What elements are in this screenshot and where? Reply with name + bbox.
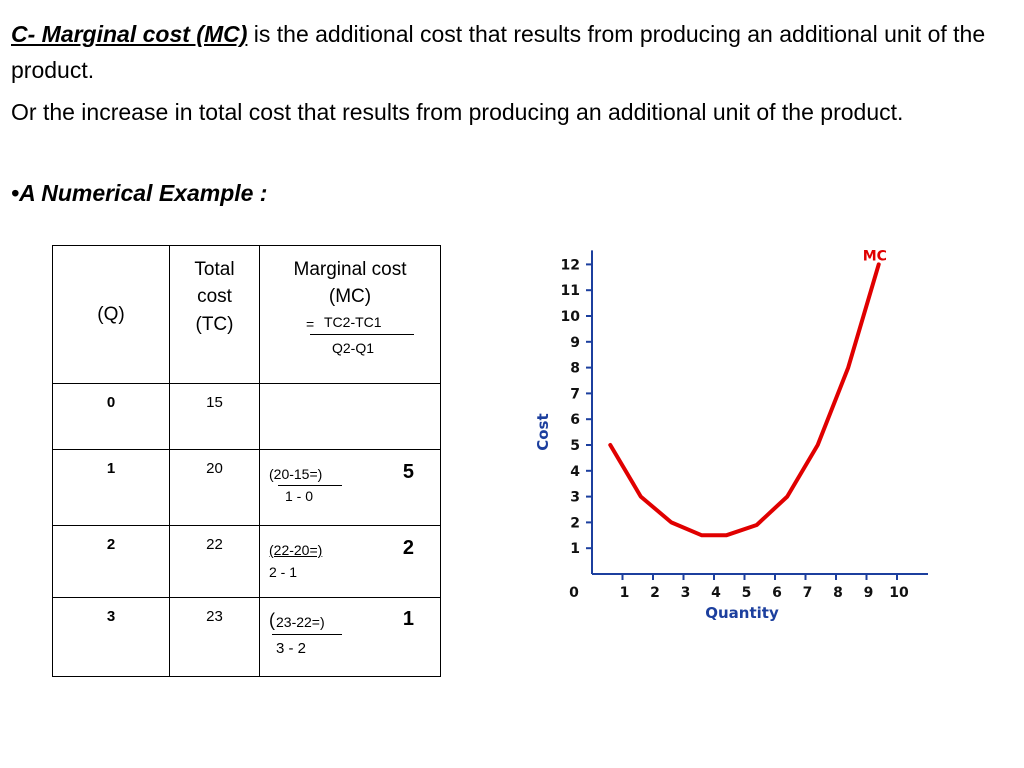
mc-curve <box>608 262 881 538</box>
y-tick-label: 1 <box>570 541 580 557</box>
mc-value: 2 <box>402 537 414 559</box>
x-tick-label: 5 <box>742 585 752 601</box>
x-tick-label: 8 <box>833 585 843 601</box>
y-tick-label: 3 <box>570 490 580 506</box>
chart-axes: Quantity Cost <box>534 250 928 622</box>
calc-numerator: (22-20=) <box>269 542 323 558</box>
x-tick-label: 9 <box>864 585 874 601</box>
table-row: 0 15 <box>52 383 441 450</box>
alternative-definition: Or the increase in total cost that resul… <box>11 99 904 125</box>
header-quantity: (Q) <box>52 245 170 384</box>
calc-denominator: 2 - 1 <box>269 564 298 580</box>
bullet-mark: • <box>11 180 20 206</box>
table-row: 3 23 ( 23-22=) 3 - 2 1 <box>52 597 441 677</box>
calc-open-paren: ( <box>269 610 275 630</box>
cell-marginal-cost: ( 23-22=) 3 - 2 1 <box>259 597 441 677</box>
cell-marginal-cost: (22-20=) 2 - 1 2 <box>259 525 441 598</box>
mc-formula: = TC2-TC1 Q2-Q1 <box>260 310 440 360</box>
calc-numerator: 23-22=) <box>276 614 325 630</box>
calc-numerator: (20-15=) <box>269 466 323 482</box>
y-tick-label: 7 <box>570 386 580 402</box>
y-tick-label: 8 <box>570 361 580 377</box>
marginal-cost-table: (Q) Total cost (TC) Marginal cost (MC) =… <box>52 245 441 677</box>
formula-denominator: Q2-Q1 <box>332 340 375 356</box>
y-tick-label: 5 <box>570 438 580 454</box>
chart-series: MC <box>608 248 887 538</box>
example-heading: •A Numerical Example : <box>11 180 267 207</box>
x-tick-label: 0 <box>569 585 579 601</box>
header-total-cost: Total cost (TC) <box>169 245 260 384</box>
cell-total-cost: 23 <box>169 597 260 677</box>
cell-total-cost: 22 <box>169 525 260 598</box>
header-mc-line1: Marginal cost <box>293 259 407 280</box>
x-tick-label: 7 <box>803 585 813 601</box>
table-row: 1 20 (20-15=) 1 - 0 5 <box>52 449 441 526</box>
cell-quantity: 3 <box>52 597 170 677</box>
x-tick-label: 1 <box>620 585 630 601</box>
series-label: MC <box>863 248 887 264</box>
x-axis-label: Quantity <box>705 604 779 622</box>
y-tick-label: 2 <box>570 515 580 531</box>
calc-fraction-bar <box>278 485 342 486</box>
x-tick-label: 4 <box>711 585 721 601</box>
header-tc-line2: cost <box>197 286 232 307</box>
y-tick-label: 12 <box>561 257 580 273</box>
header-mc-line2: (MC) <box>328 286 372 307</box>
cell-marginal-cost <box>259 383 441 450</box>
formula-numerator: TC2-TC1 <box>324 314 382 330</box>
header-tc-line1: Total <box>194 259 235 280</box>
example-heading-text: A Numerical Example : <box>19 180 268 206</box>
formula-fraction-bar <box>310 334 414 335</box>
formula-equals: = <box>306 316 315 332</box>
header-tc-line3: (TC) <box>195 314 234 335</box>
calc-denominator: 1 - 0 <box>285 488 314 504</box>
mc-value: 1 <box>402 608 414 630</box>
definition-text: is the additional cost that results from… <box>11 21 986 83</box>
y-axis-label: Cost <box>534 413 552 450</box>
y-tick-label: 11 <box>561 283 580 299</box>
cell-quantity: 0 <box>52 383 170 450</box>
cell-total-cost: 20 <box>169 449 260 526</box>
x-tick-label: 10 <box>889 585 909 601</box>
calc-fraction-bar <box>272 634 342 635</box>
definition-term: C- Marginal cost (MC) <box>11 21 248 47</box>
calc-denominator: 3 - 2 <box>276 640 307 657</box>
table-header-row: (Q) Total cost (TC) Marginal cost (MC) =… <box>52 245 441 384</box>
x-tick-label: 3 <box>681 585 691 601</box>
header-marginal-cost: Marginal cost (MC) = TC2-TC1 Q2-Q1 <box>259 245 441 384</box>
y-tick-label: 9 <box>570 335 580 351</box>
x-tick-label: 6 <box>772 585 782 601</box>
cell-quantity: 1 <box>52 449 170 526</box>
mc-value: 5 <box>402 461 414 483</box>
y-tick-label: 6 <box>570 412 580 428</box>
table-row: 2 22 (22-20=) 2 - 1 2 <box>52 525 441 598</box>
cell-quantity: 2 <box>52 525 170 598</box>
x-tick-label: 2 <box>650 585 660 601</box>
definition-paragraph: C- Marginal cost (MC) is the additional … <box>11 16 1011 88</box>
cell-total-cost: 15 <box>169 383 260 450</box>
y-tick-label: 10 <box>561 309 581 325</box>
cell-marginal-cost: (20-15=) 1 - 0 5 <box>259 449 441 526</box>
y-tick-label: 4 <box>570 464 580 480</box>
